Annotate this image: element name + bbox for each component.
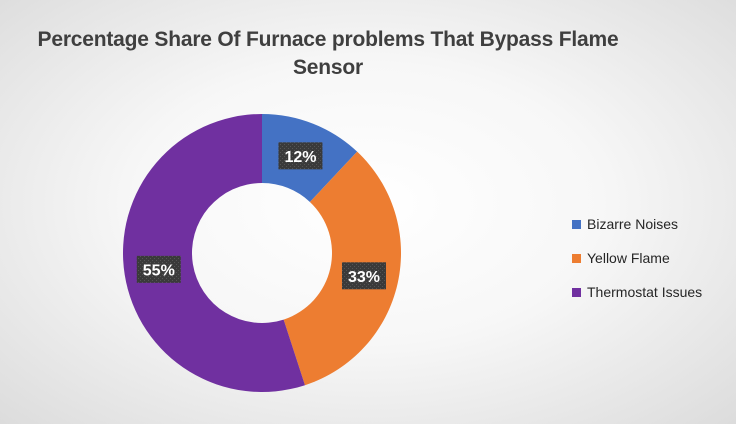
slice-thermostat-issues bbox=[123, 114, 305, 392]
legend-label: Bizarre Noises bbox=[587, 216, 679, 232]
chart-title: Percentage Share Of Furnace problems Tha… bbox=[37, 28, 619, 79]
data-label-text: 12% bbox=[284, 149, 316, 166]
data-label-box bbox=[278, 142, 323, 170]
legend-label: Thermostat Issues bbox=[587, 284, 703, 300]
legend-item-thermostat-issues: Thermostat Issues bbox=[572, 275, 702, 309]
data-label-bizarre-noises: 12% bbox=[278, 142, 323, 170]
legend-label: Yellow Flame bbox=[587, 250, 670, 266]
data-label-box bbox=[136, 255, 181, 283]
data-label-box bbox=[341, 262, 386, 290]
data-label-text: 55% bbox=[143, 262, 175, 279]
legend-item-bizarre-noises: Bizarre Noises bbox=[572, 207, 702, 241]
data-label-text: 33% bbox=[348, 269, 380, 286]
legend-item-yellow-flame: Yellow Flame bbox=[572, 241, 702, 275]
legend: Bizarre Noises Yellow Flame Thermostat Iss… bbox=[572, 207, 702, 309]
data-label-yellow-flame: 33% bbox=[341, 262, 386, 290]
legend-swatch bbox=[572, 219, 581, 229]
legend-swatch bbox=[572, 287, 581, 297]
legend-swatch bbox=[572, 253, 581, 263]
data-label-thermostat-issues: 55% bbox=[136, 255, 181, 283]
